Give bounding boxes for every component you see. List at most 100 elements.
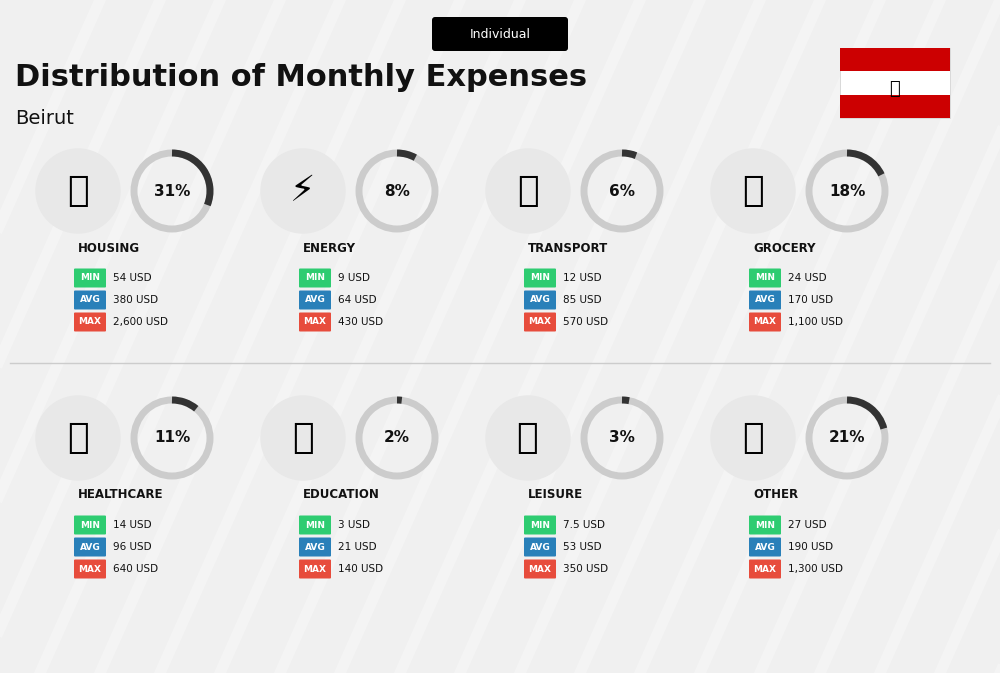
FancyBboxPatch shape (524, 516, 556, 534)
Text: 8%: 8% (384, 184, 410, 199)
Text: 3 USD: 3 USD (338, 520, 370, 530)
Text: 96 USD: 96 USD (113, 542, 152, 552)
Text: 2,600 USD: 2,600 USD (113, 317, 168, 327)
Text: MIN: MIN (755, 273, 775, 283)
Text: 🚌: 🚌 (517, 174, 539, 208)
Text: 54 USD: 54 USD (113, 273, 152, 283)
Text: TRANSPORT: TRANSPORT (528, 242, 608, 254)
Text: AVG: AVG (305, 295, 325, 304)
Text: AVG: AVG (80, 295, 100, 304)
Text: MIN: MIN (530, 273, 550, 283)
Circle shape (261, 149, 345, 233)
Text: MIN: MIN (530, 520, 550, 530)
Text: 🏥: 🏥 (67, 421, 89, 455)
Text: MAX: MAX (304, 318, 326, 326)
FancyBboxPatch shape (840, 48, 950, 118)
Text: MAX: MAX (754, 318, 777, 326)
Text: 640 USD: 640 USD (113, 564, 158, 574)
Text: OTHER: OTHER (753, 489, 798, 501)
Text: MIN: MIN (80, 273, 100, 283)
Text: 3%: 3% (609, 431, 635, 446)
FancyBboxPatch shape (749, 291, 781, 310)
Text: 🛒: 🛒 (742, 174, 764, 208)
Text: 🏢: 🏢 (67, 174, 89, 208)
Circle shape (36, 149, 120, 233)
FancyBboxPatch shape (299, 312, 331, 332)
Text: 🌲: 🌲 (890, 80, 900, 98)
Text: LEISURE: LEISURE (528, 489, 583, 501)
Text: 21%: 21% (829, 431, 865, 446)
Text: 170 USD: 170 USD (788, 295, 833, 305)
Text: MAX: MAX (78, 565, 102, 573)
Text: 1,100 USD: 1,100 USD (788, 317, 843, 327)
Circle shape (711, 149, 795, 233)
Text: 🎓: 🎓 (292, 421, 314, 455)
Text: 14 USD: 14 USD (113, 520, 152, 530)
FancyBboxPatch shape (749, 312, 781, 332)
Text: AVG: AVG (530, 295, 550, 304)
FancyBboxPatch shape (840, 95, 950, 118)
Text: MAX: MAX (78, 318, 102, 326)
FancyBboxPatch shape (299, 516, 331, 534)
Text: MIN: MIN (305, 520, 325, 530)
Text: 380 USD: 380 USD (113, 295, 158, 305)
Text: 24 USD: 24 USD (788, 273, 827, 283)
Text: AVG: AVG (530, 542, 550, 551)
Text: EDUCATION: EDUCATION (303, 489, 380, 501)
FancyBboxPatch shape (749, 559, 781, 579)
Text: 11%: 11% (154, 431, 190, 446)
Circle shape (36, 396, 120, 480)
FancyBboxPatch shape (74, 312, 106, 332)
FancyBboxPatch shape (524, 538, 556, 557)
Text: 1,300 USD: 1,300 USD (788, 564, 843, 574)
Text: 53 USD: 53 USD (563, 542, 602, 552)
Text: HOUSING: HOUSING (78, 242, 140, 254)
Text: 👛: 👛 (742, 421, 764, 455)
Text: MIN: MIN (755, 520, 775, 530)
Text: MIN: MIN (305, 273, 325, 283)
Circle shape (486, 149, 570, 233)
Text: ⚡: ⚡ (290, 174, 316, 208)
FancyBboxPatch shape (749, 516, 781, 534)
FancyBboxPatch shape (524, 559, 556, 579)
Text: HEALTHCARE: HEALTHCARE (78, 489, 164, 501)
Text: 430 USD: 430 USD (338, 317, 383, 327)
FancyBboxPatch shape (74, 516, 106, 534)
FancyBboxPatch shape (74, 291, 106, 310)
FancyBboxPatch shape (74, 559, 106, 579)
Text: 7.5 USD: 7.5 USD (563, 520, 605, 530)
Text: MAX: MAX (528, 318, 552, 326)
FancyBboxPatch shape (524, 291, 556, 310)
FancyBboxPatch shape (74, 269, 106, 287)
Text: GROCERY: GROCERY (753, 242, 816, 254)
Text: MIN: MIN (80, 520, 100, 530)
Text: 140 USD: 140 USD (338, 564, 383, 574)
FancyBboxPatch shape (749, 269, 781, 287)
Text: 18%: 18% (829, 184, 865, 199)
FancyBboxPatch shape (524, 312, 556, 332)
Text: 31%: 31% (154, 184, 190, 199)
Text: 85 USD: 85 USD (563, 295, 602, 305)
Text: 350 USD: 350 USD (563, 564, 608, 574)
Text: 64 USD: 64 USD (338, 295, 377, 305)
Text: MAX: MAX (754, 565, 777, 573)
Text: 2%: 2% (384, 431, 410, 446)
Text: MAX: MAX (304, 565, 326, 573)
FancyBboxPatch shape (299, 269, 331, 287)
Text: 190 USD: 190 USD (788, 542, 833, 552)
Text: Distribution of Monthly Expenses: Distribution of Monthly Expenses (15, 63, 587, 92)
Text: Individual: Individual (470, 28, 530, 42)
Text: 21 USD: 21 USD (338, 542, 377, 552)
Text: Beirut: Beirut (15, 108, 74, 127)
Text: 12 USD: 12 USD (563, 273, 602, 283)
Text: 570 USD: 570 USD (563, 317, 608, 327)
Text: 6%: 6% (609, 184, 635, 199)
FancyBboxPatch shape (524, 269, 556, 287)
Text: AVG: AVG (755, 295, 775, 304)
Text: AVG: AVG (80, 542, 100, 551)
Circle shape (261, 396, 345, 480)
FancyBboxPatch shape (749, 538, 781, 557)
Text: AVG: AVG (305, 542, 325, 551)
FancyBboxPatch shape (840, 48, 950, 71)
FancyBboxPatch shape (299, 538, 331, 557)
